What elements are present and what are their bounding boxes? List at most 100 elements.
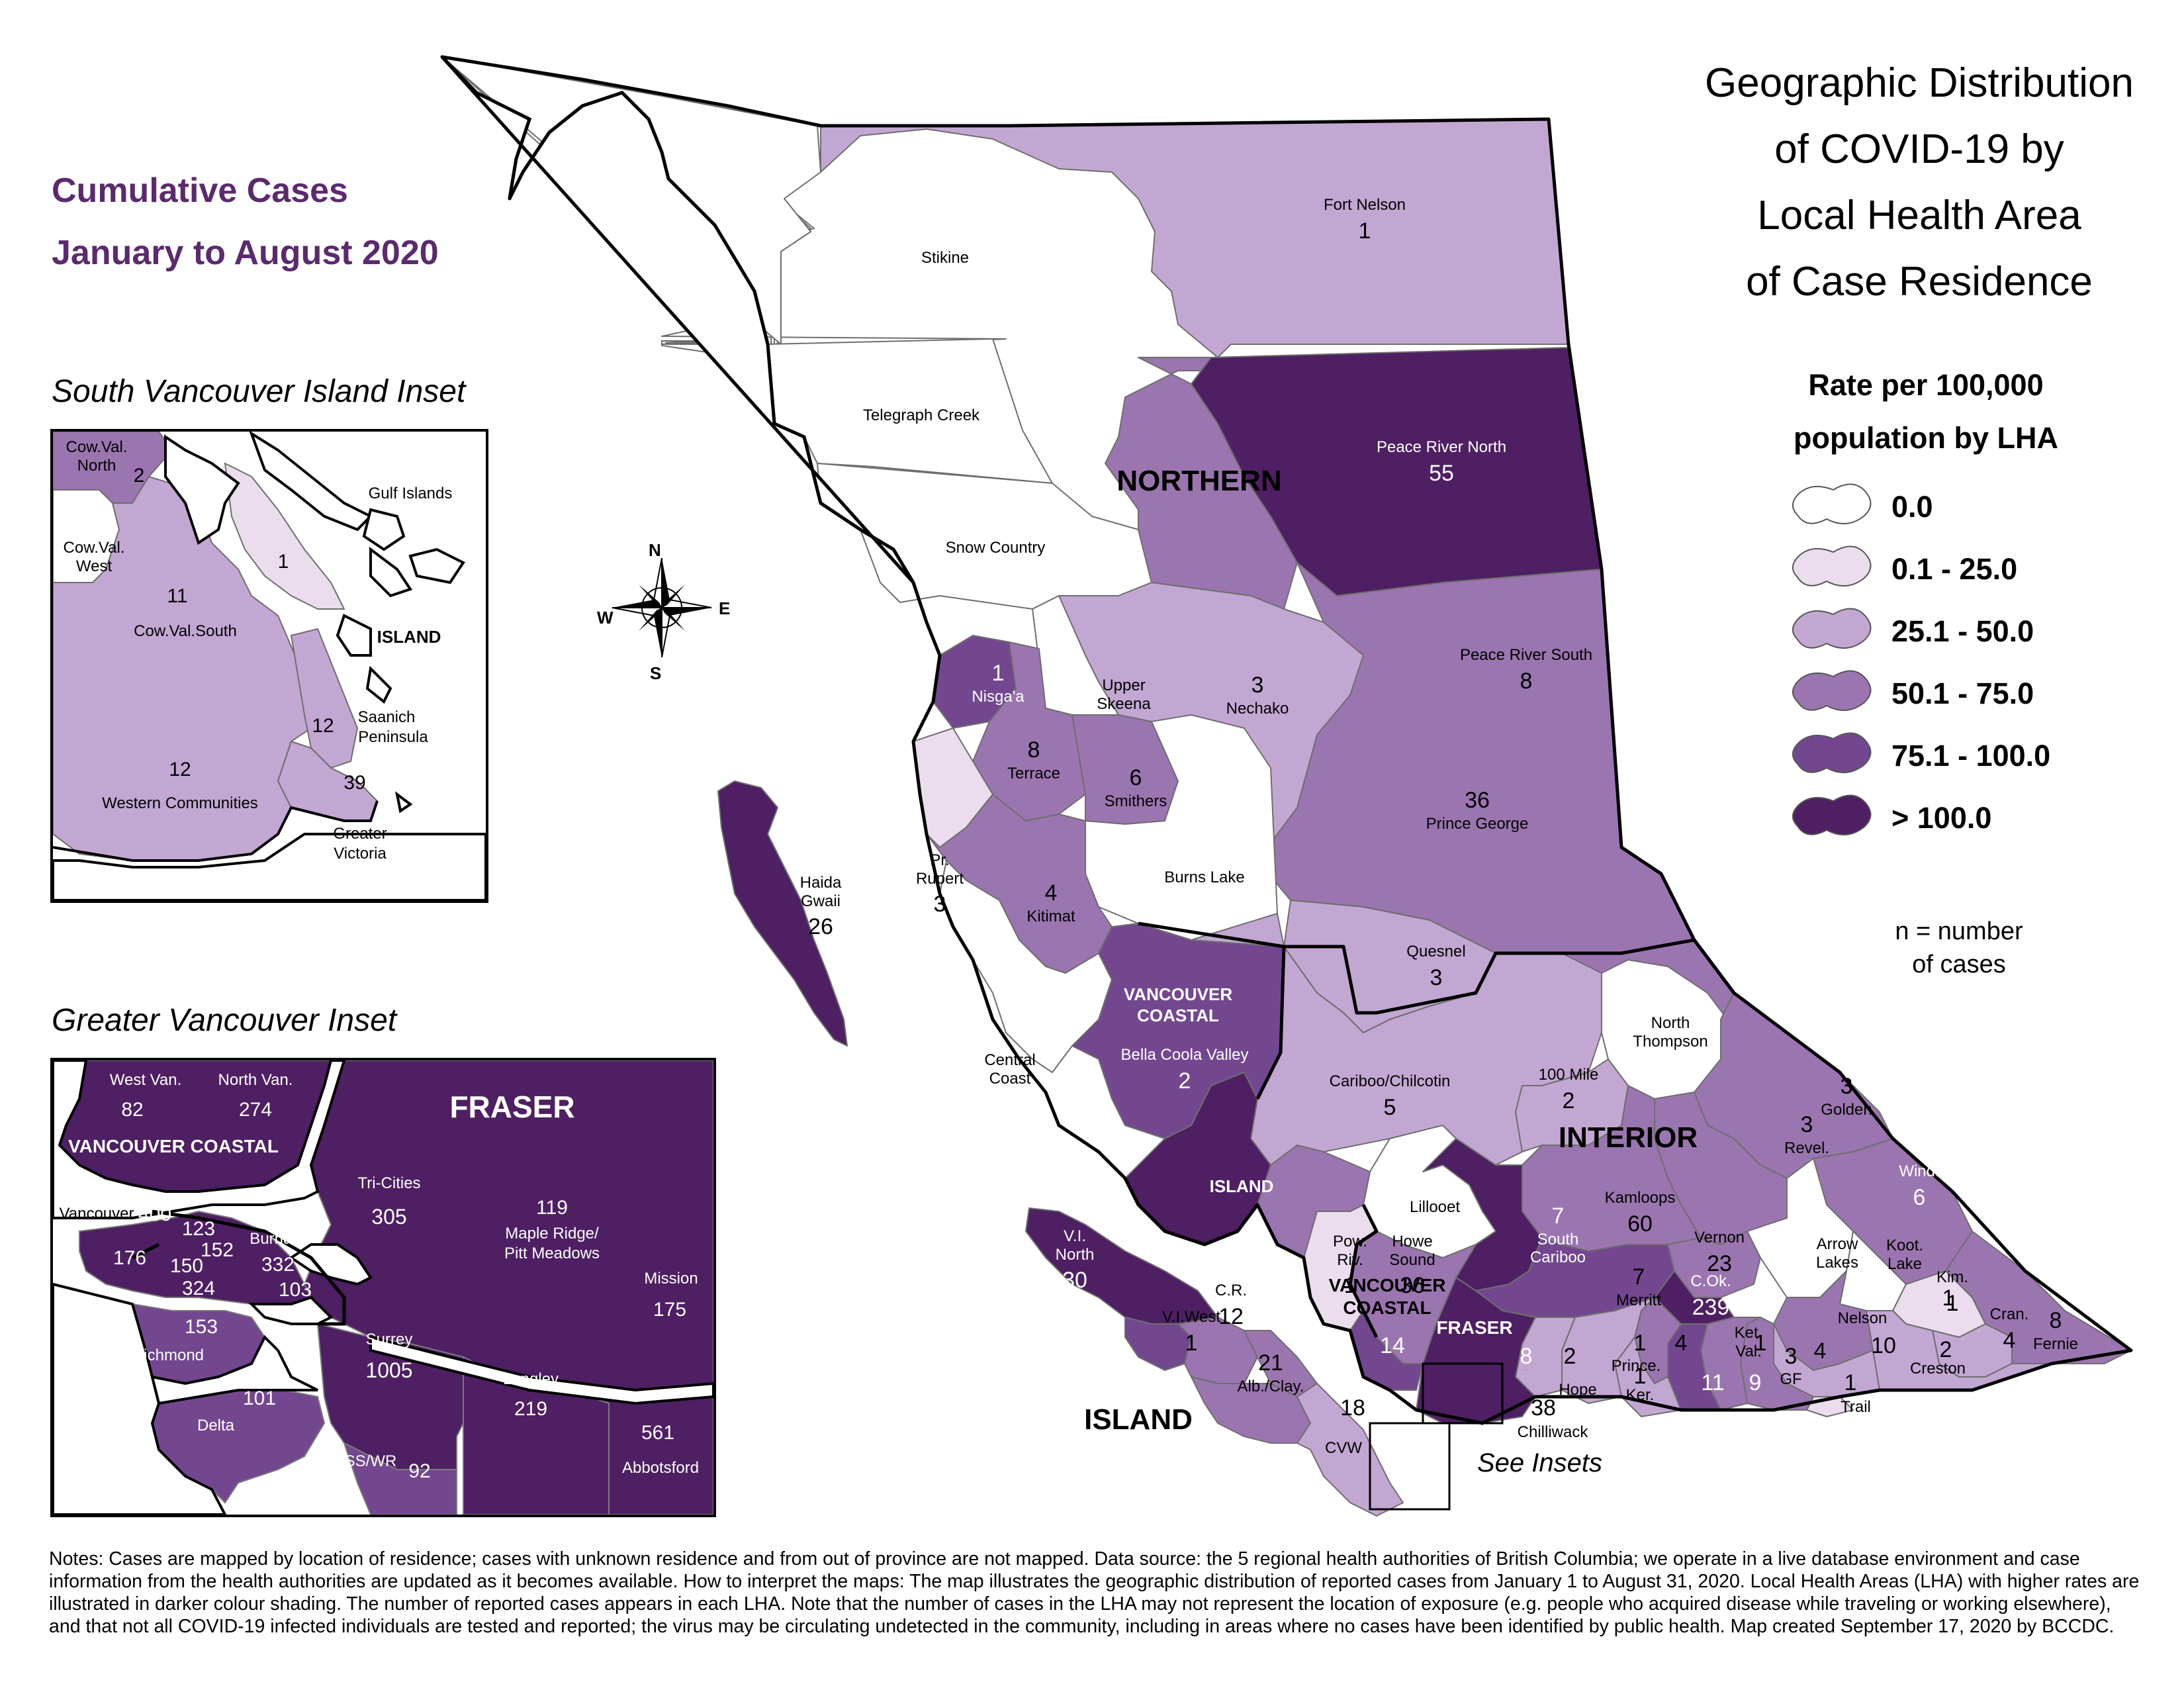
- compass-rose: [612, 557, 712, 658]
- si-area-7-name-1: Victoria: [334, 845, 387, 863]
- main-area-58-name-0: CVW: [1325, 1439, 1362, 1457]
- main-area-55-cases: 1: [1942, 1286, 1955, 1311]
- gv-mission-name: Mission: [644, 1270, 698, 1288]
- legend-label-2: 25.1 - 50.0: [1891, 614, 2034, 648]
- gv-burnaby-cases: 332: [261, 1254, 295, 1276]
- gv-maple-ridge-cases: 119: [536, 1197, 568, 1219]
- main-area-41-cases: 21: [1258, 1350, 1283, 1376]
- main-area-0-name-0: Stikine: [921, 249, 970, 267]
- ha-vc-north-1: COASTAL: [1137, 1006, 1219, 1025]
- main-area-38-cases: 8: [2049, 1308, 2062, 1333]
- compass-n: N: [649, 540, 661, 560]
- main-area-50-cases: 1: [1754, 1331, 1767, 1356]
- main-area-25-name-0: Lillooet: [1409, 1198, 1461, 1216]
- si-area-4-name-0: Cow.Val.South: [134, 622, 237, 640]
- main-area-38-name-0: Fernie: [2032, 1335, 2079, 1353]
- main-area-54-name-0: Creston: [1909, 1360, 1966, 1378]
- ha-vc-south-1: COASTAL: [1343, 1297, 1432, 1318]
- legend-label-3: 50.1 - 75.0: [1891, 677, 2034, 710]
- region-haida-gwaii: [717, 780, 848, 1047]
- main-area-44-cases: 1: [1633, 1331, 1647, 1356]
- main-area-6-name-0: Nisga'a: [972, 687, 1024, 706]
- compass-s: S: [650, 663, 662, 683]
- si-area-0-cases: 2: [133, 465, 145, 487]
- main-area-18-name-0: Bella Coola Valley: [1120, 1046, 1249, 1064]
- legend-swatch-4: [1792, 732, 1872, 773]
- ha-northern: NORTHERN: [1116, 465, 1282, 497]
- main-area-34-cases: 7: [1632, 1264, 1645, 1289]
- main-area-37-cases: 4: [2003, 1327, 2016, 1353]
- si-area-5-name-1: Peninsula: [358, 728, 428, 746]
- gv-ssw-name: SS/WR: [344, 1452, 397, 1470]
- main-area-22-cases: 3: [1840, 1074, 1853, 1099]
- main-area-6-cases: 1: [991, 661, 1005, 686]
- main-area-23-name-0: Revel.: [1784, 1139, 1830, 1157]
- main-area-47-name-1: Val.: [1735, 1342, 1762, 1360]
- main-area-35-cases: 239: [1692, 1294, 1730, 1320]
- main-area-21-name-0: 100 Mile: [1538, 1066, 1599, 1084]
- main-area-31-name-0: V.I.: [1064, 1227, 1086, 1245]
- region-snow-country: [817, 463, 1152, 610]
- gv-tri-cities-cases: 305: [371, 1205, 407, 1229]
- main-area-5-cases: 8: [1520, 668, 1533, 694]
- si-area-6-cases: 12: [169, 759, 191, 780]
- region-fernie: [1945, 1231, 2132, 1364]
- main-area-8-cases: 3: [1251, 673, 1264, 698]
- gv-surrey-cases: 1005: [365, 1358, 413, 1382]
- main-area-53-name-0: Trail: [1841, 1398, 1871, 1416]
- gv-burnaby-name: Burnaby: [250, 1230, 309, 1248]
- gv-langley-name: Langley: [502, 1370, 559, 1388]
- si-area-0-name-0: Cow.Val.: [66, 438, 128, 456]
- main-area-41-name-0: Alb./Clay.: [1237, 1377, 1304, 1395]
- main-area-58-cases: 18: [1340, 1395, 1365, 1421]
- main-area-36-cases: 1: [1946, 1290, 1959, 1316]
- main-area-14-name-0: Burns Lake: [1164, 868, 1245, 886]
- ha-vc-south-0: VANCOUVER: [1328, 1275, 1446, 1295]
- main-area-45-name-0: Ker.: [1625, 1386, 1655, 1404]
- gv-mission-cases: 175: [653, 1299, 687, 1321]
- main-area-31-cases: 30: [1062, 1268, 1087, 1293]
- main-area-10-name-0: Smithers: [1104, 792, 1167, 810]
- main-area-29-name-0: Arrow: [1816, 1235, 1858, 1253]
- main-area-20-cases: 5: [1383, 1094, 1396, 1120]
- main-area-4-name-0: Snow Country: [945, 539, 1046, 557]
- gv-west-van-cases: 82: [121, 1099, 144, 1121]
- main-area-13-cases: 26: [808, 914, 833, 940]
- main-area-11-name-1: Rupert: [915, 869, 964, 888]
- legend-swatch-1: [1792, 545, 1872, 586]
- main-area-47-name-0: Ket.: [1734, 1324, 1763, 1342]
- main-area-43-cases: 2: [1563, 1344, 1576, 1369]
- main-area-34-name-0: Merritt: [1616, 1291, 1661, 1309]
- gv-area-176: 176: [113, 1247, 147, 1269]
- main-area-36-name-0: Kim.: [1936, 1268, 1968, 1286]
- legend-swatch-2: [1792, 608, 1872, 649]
- n-note-line-2: of cases: [1912, 951, 2006, 978]
- main-area-26-cases: 7: [1551, 1203, 1565, 1229]
- main-area-16-name-0: Quesnel: [1406, 943, 1466, 961]
- main-title-line-1: Geographic Distribution: [1705, 60, 2134, 106]
- main-area-57-cases: 38: [1531, 1395, 1556, 1421]
- main-area-37-name-0: Cran.: [1989, 1305, 2029, 1323]
- gv-fraser-label: FRASER: [449, 1090, 575, 1124]
- main-area-7-name-0: Upper: [1102, 677, 1146, 694]
- main-area-15-name-0: Kitimat: [1026, 907, 1075, 925]
- main-area-9-cases: 8: [1027, 737, 1040, 763]
- main-area-20-name-0: Cariboo/Chilcotin: [1329, 1072, 1451, 1090]
- main-area-8-name-0: Nechako: [1226, 699, 1289, 718]
- main-area-53-cases: 1: [1844, 1370, 1857, 1395]
- period-label: January to August 2020: [52, 234, 439, 272]
- gv-vc-label: VANCOUVER COASTAL: [68, 1136, 279, 1156]
- main-area-11-name-0: Pr.: [930, 851, 950, 869]
- ha-island-north: ISLAND: [1209, 1176, 1274, 1196]
- main-area-3-name-0: Peace River North: [1376, 438, 1507, 456]
- ha-island-south: ISLAND: [1084, 1403, 1193, 1436]
- main-area-52-cases: 4: [1813, 1338, 1827, 1364]
- main-area-51-name-0: Nelson: [1837, 1309, 1888, 1327]
- si-island-label: ISLAND: [377, 627, 441, 647]
- legend-label-4: 75.1 - 100.0: [1891, 739, 2051, 773]
- gv-north-van-name: North Van.: [218, 1071, 293, 1089]
- gv-abbotsford-name: Abbotsford: [621, 1459, 700, 1477]
- main-area-16-cases: 3: [1430, 964, 1443, 990]
- gv-maple-ridge-name-1: Pitt Meadows: [504, 1244, 600, 1262]
